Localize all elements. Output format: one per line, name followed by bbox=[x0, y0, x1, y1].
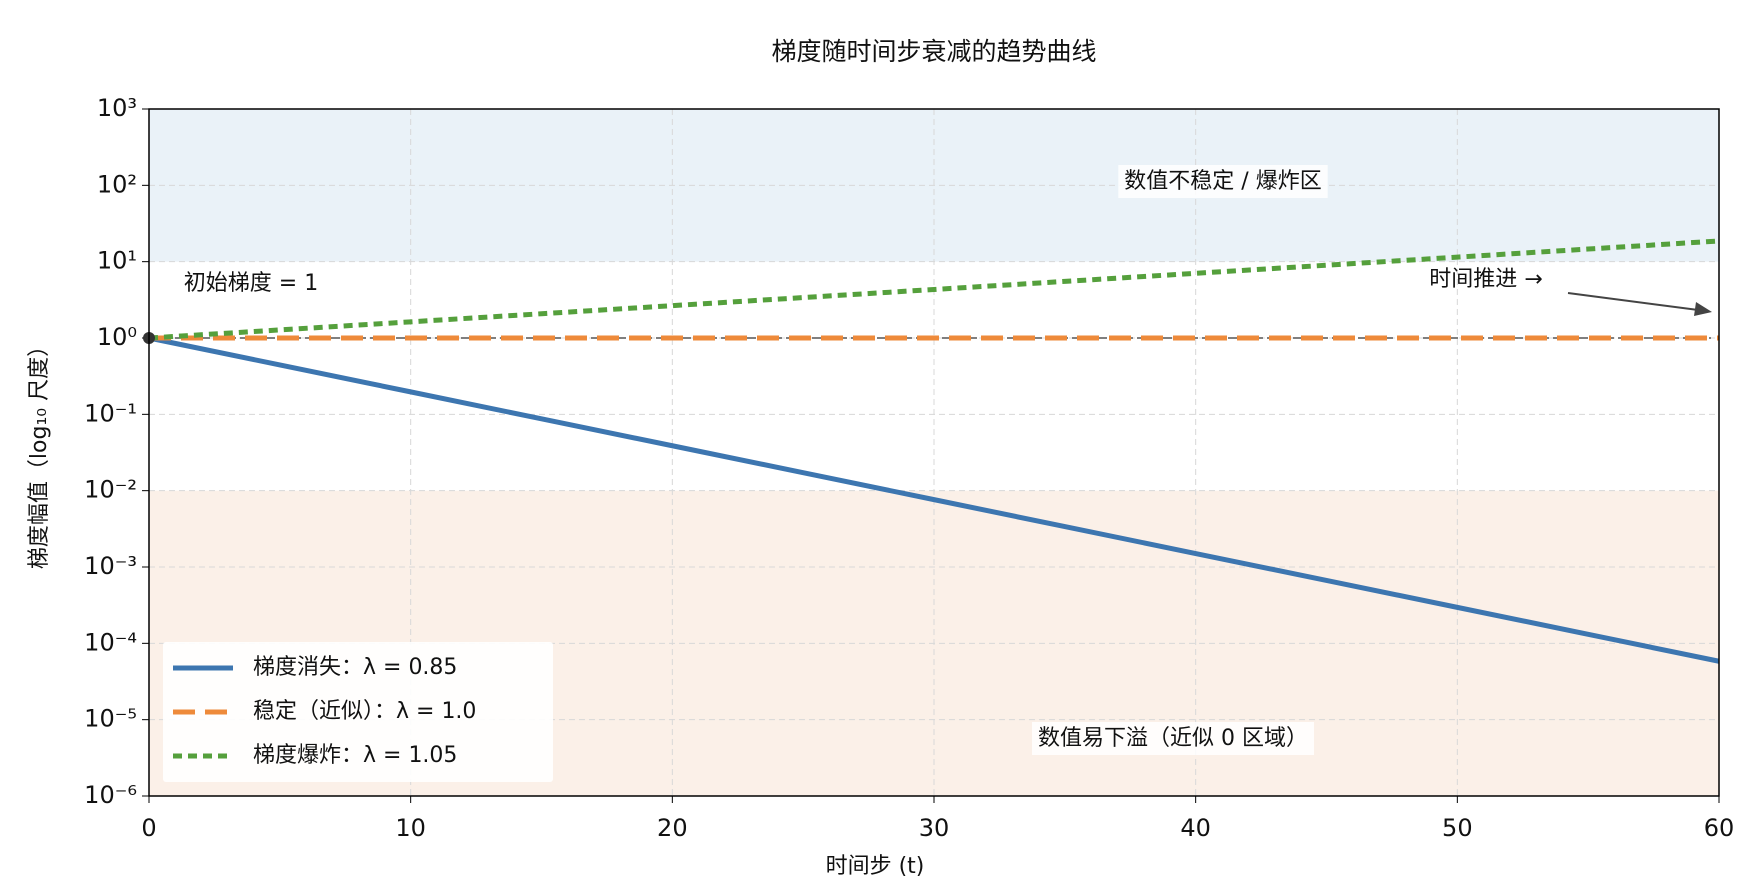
x-tick-label: 40 bbox=[1180, 814, 1211, 842]
legend-label: 稳定（近似）：λ = 1.0 bbox=[253, 699, 476, 724]
y-tick-label: 10⁻⁴ bbox=[84, 628, 137, 656]
legend-box bbox=[163, 642, 553, 782]
y-tick-label: 10⁻⁶ bbox=[84, 781, 137, 809]
y-tick-label: 10⁻⁵ bbox=[84, 705, 137, 733]
y-tick-label: 10⁻¹ bbox=[84, 399, 137, 427]
annotation: 初始梯度 = 1 bbox=[184, 271, 318, 296]
y-tick-label: 10² bbox=[97, 170, 137, 198]
plot-frame bbox=[148, 108, 1720, 797]
chart-title: 梯度随时间步衰减的趋势曲线 bbox=[771, 37, 1096, 66]
legend-label: 梯度爆炸：λ = 1.05 bbox=[253, 743, 457, 768]
series-line bbox=[148, 238, 1720, 341]
y-tick-label: 10³ bbox=[97, 94, 137, 122]
annotation: 数值不稳定 / 爆炸区 bbox=[1124, 169, 1321, 194]
x-axis-label: 时间步 (t) bbox=[826, 854, 925, 879]
annotation: 数值易下溢（近似 0 区域） bbox=[1038, 726, 1308, 751]
x-tick-label: 10 bbox=[395, 814, 426, 842]
x-tick-label: 60 bbox=[1704, 814, 1735, 842]
x-tick-label: 50 bbox=[1442, 814, 1473, 842]
legend: 梯度消失：λ = 0.85 稳定（近似）：λ = 1.0 梯度爆炸：λ = 1.05 bbox=[163, 642, 553, 782]
annotation-arrow bbox=[1567, 292, 1707, 312]
x-tick-label: 0 bbox=[141, 814, 156, 842]
annotation-box bbox=[1118, 165, 1328, 198]
arrow-head bbox=[1694, 302, 1712, 316]
x-tick-label: 30 bbox=[919, 814, 950, 842]
annotation: 时间推进 → bbox=[1429, 267, 1542, 292]
y-tick-label: 10¹ bbox=[97, 247, 137, 275]
series-line bbox=[148, 335, 1720, 664]
y-axis-label: 梯度幅值（log₁₀ 尺度） bbox=[27, 335, 52, 569]
y-tick-label: 10⁻³ bbox=[84, 552, 137, 580]
legend-label: 梯度消失：λ = 0.85 bbox=[253, 655, 457, 680]
y-tick-label: 10⁰ bbox=[97, 323, 137, 351]
annotation-box bbox=[1032, 722, 1314, 755]
y-tick-label: 10⁻² bbox=[84, 476, 137, 504]
x-tick-label: 20 bbox=[657, 814, 688, 842]
